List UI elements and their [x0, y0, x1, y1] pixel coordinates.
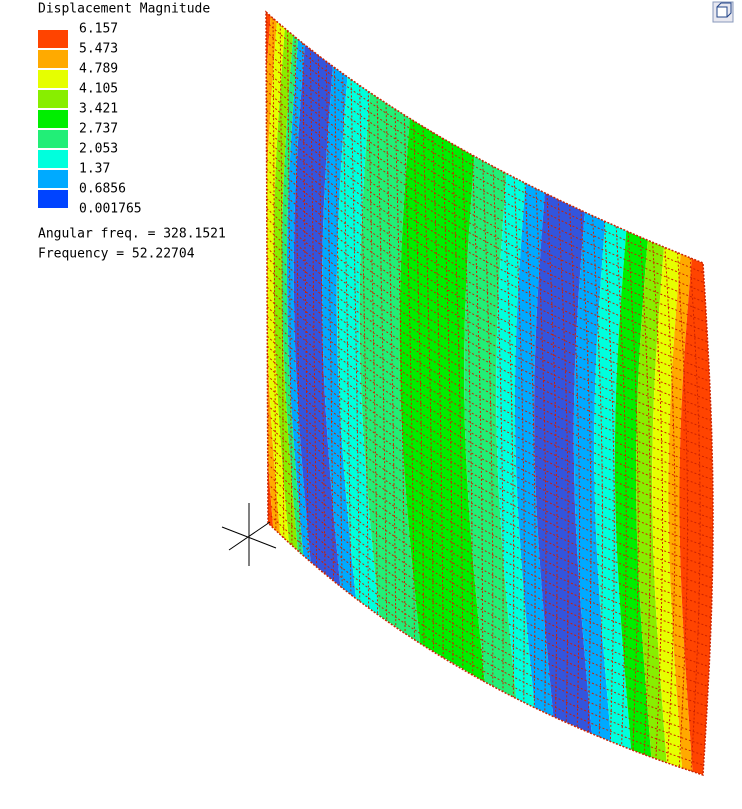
angular-frequency: Angular freq. = 328.1521	[38, 227, 226, 242]
contour-band	[281, 35, 304, 556]
contour-band	[273, 28, 298, 551]
legend-swatch	[38, 150, 68, 168]
frequency: Frequency = 52.22704	[38, 247, 195, 262]
legend-label: 0.001765	[79, 202, 142, 217]
contour-band	[636, 240, 667, 763]
legend-label: 1.37	[79, 162, 110, 177]
contour-band	[668, 253, 693, 772]
legend-swatch	[38, 130, 68, 148]
contour-band	[266, 21, 289, 543]
legend-swatch	[38, 170, 68, 188]
contour-band	[496, 173, 535, 708]
legend: 6.157 5.473 4.789 4.105 3.421 2.737 2.053 1.37 0…	[38, 22, 142, 217]
legend-swatch	[38, 30, 68, 48]
legend-swatch	[38, 90, 68, 108]
legend-label: 6.157	[79, 22, 118, 37]
mesh-outline	[265, 10, 714, 777]
legend-label: 2.053	[79, 142, 118, 157]
contour-band	[322, 66, 356, 599]
view-button[interactable]	[712, 1, 734, 23]
legend-title: Displacement Magnitude	[38, 2, 210, 17]
contour-band	[293, 44, 341, 587]
contour-band	[573, 212, 612, 742]
mesh	[265, 18, 714, 772]
contour-band	[534, 192, 592, 734]
legend-label: 2.737	[79, 122, 118, 137]
contour-plot	[266, 12, 713, 775]
contour-band	[286, 39, 311, 562]
legend-swatch	[38, 110, 68, 128]
contour-band	[266, 12, 274, 528]
contour-band	[594, 221, 632, 750]
legend-label: 4.105	[79, 82, 118, 97]
contour-band	[679, 258, 713, 775]
contour-band	[336, 76, 380, 616]
legend-swatch	[38, 190, 68, 208]
legend-swatch	[38, 70, 68, 88]
legend-label: 3.421	[79, 102, 118, 117]
contour-band	[359, 92, 421, 644]
contour-band	[652, 247, 683, 769]
legend-label: 0.6856	[79, 182, 126, 197]
axis-triad	[221, 503, 277, 566]
legend-label: 5.473	[79, 42, 118, 57]
legend-label: 4.789	[79, 62, 118, 77]
legend-swatch	[38, 50, 68, 68]
